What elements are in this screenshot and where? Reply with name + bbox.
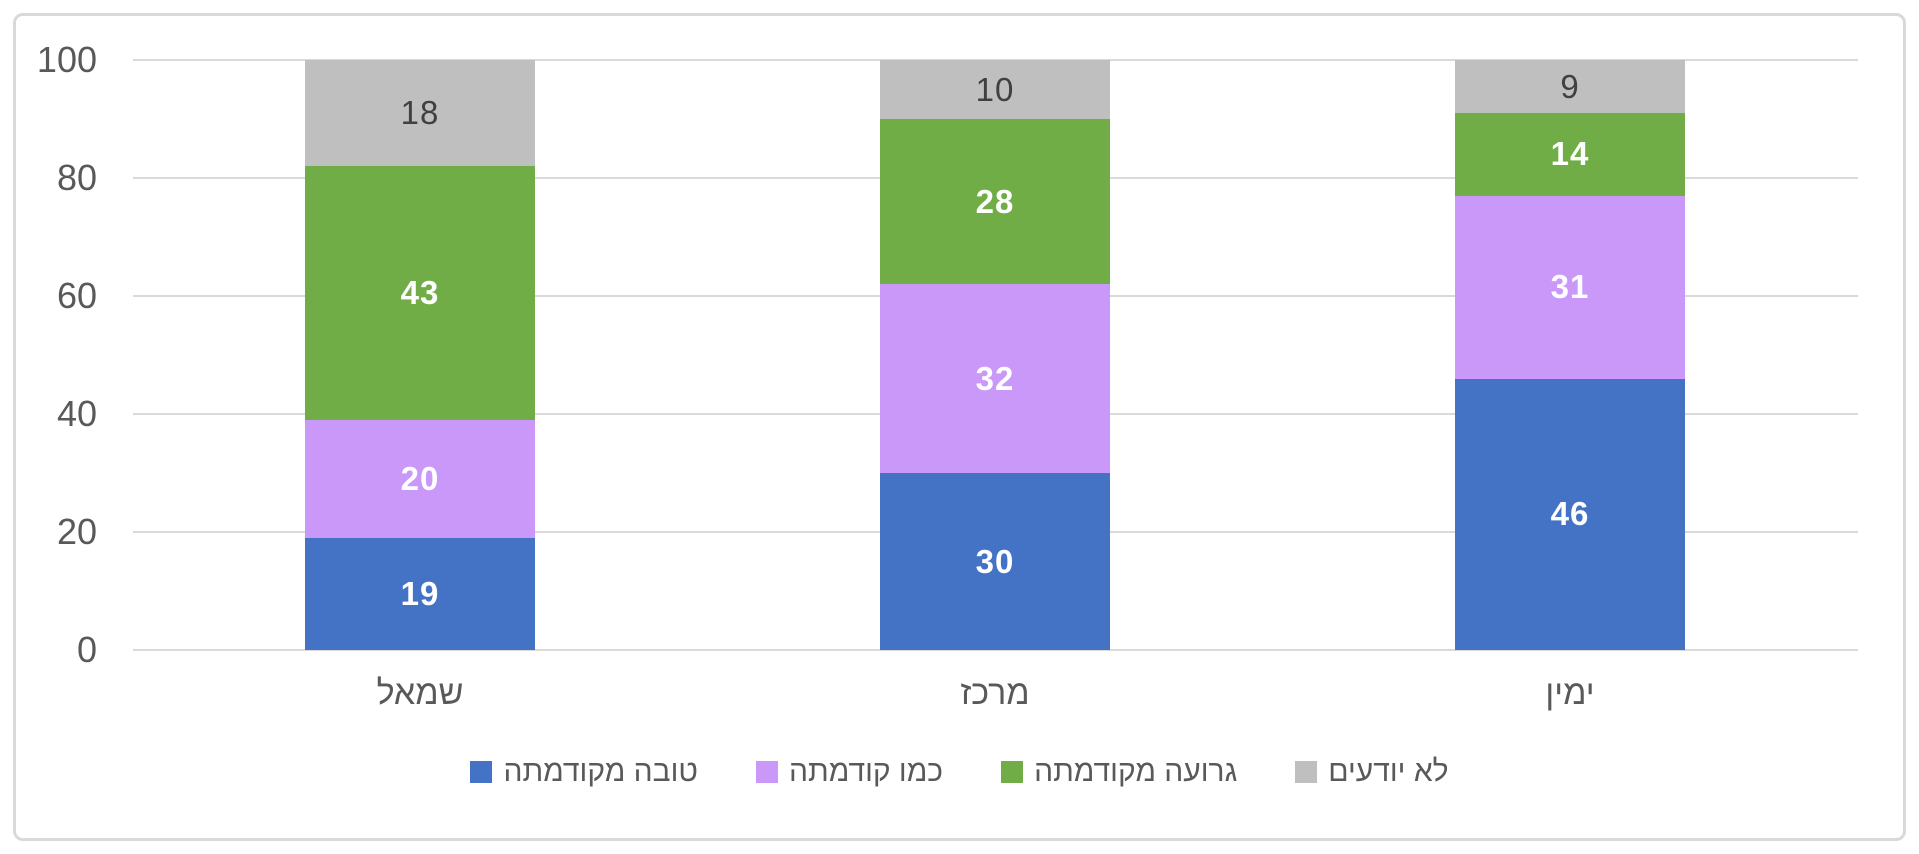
legend-item: לא יודעים (1295, 755, 1449, 789)
bar-segment: 46 (1455, 378, 1685, 650)
legend: טובה מקודמתה כמו קודמתה גרועה מקודמתה לא יו… (0, 755, 1919, 789)
legend-item: טובה מקודמתה (470, 755, 698, 789)
bar-segment: 43 (305, 166, 535, 420)
legend-label: לא יודעים (1328, 755, 1449, 788)
legend-item: כמו קודמתה (756, 755, 943, 789)
y-axis-tick-label: 100 (36, 39, 97, 80)
bar-segment: 30 (880, 473, 1110, 650)
bar-value-label: 10 (975, 70, 1015, 108)
bar-segment: 9 (1455, 60, 1685, 114)
legend-swatch-icon (1001, 761, 1024, 783)
legend-item: גרועה מקודמתה (1001, 755, 1237, 789)
bar-value-label: 32 (975, 359, 1015, 397)
bar-segment: 19 (305, 537, 535, 650)
x-axis-category-label: מרכז (960, 674, 1030, 712)
legend-swatch-icon (756, 761, 778, 783)
x-axis-category-label: שמאל (376, 674, 464, 712)
bar-value-label: 14 (1550, 135, 1590, 173)
x-axis-category-label: ימין (1545, 674, 1595, 712)
legend-label: גרועה מקודמתה (1034, 755, 1238, 788)
bar-segment: 28 (880, 119, 1110, 285)
legend-label: כמו קודמתה (789, 755, 944, 788)
legend-swatch-icon (470, 761, 493, 783)
bar-segment: 32 (880, 284, 1110, 473)
y-axis-tick-label: 60 (56, 275, 97, 316)
bar-value-label: 20 (400, 459, 440, 497)
legend-swatch-icon (1295, 761, 1318, 783)
bar-value-label: 31 (1550, 268, 1590, 306)
y-axis-tick-label: 80 (56, 157, 97, 198)
bar-value-label: 9 (1560, 67, 1580, 105)
bar-value-label: 46 (1550, 495, 1590, 533)
y-axis-tick-label: 20 (56, 511, 97, 552)
bar-segment: 10 (880, 60, 1110, 119)
gridline (133, 649, 1858, 651)
bar-value-label: 18 (400, 94, 440, 132)
bar-value-label: 19 (400, 574, 440, 612)
y-axis-tick-label: 40 (56, 393, 97, 434)
bar-segment: 14 (1455, 113, 1685, 196)
bar-segment: 18 (305, 60, 535, 167)
bar-value-label: 28 (975, 182, 1015, 220)
y-axis-tick-label: 0 (76, 629, 97, 670)
bar-segment: 31 (1455, 195, 1685, 379)
bar-segment: 20 (305, 419, 535, 538)
bar-value-label: 43 (400, 274, 440, 312)
legend-label: טובה מקודמתה (503, 755, 698, 788)
bar-value-label: 30 (975, 542, 1015, 580)
